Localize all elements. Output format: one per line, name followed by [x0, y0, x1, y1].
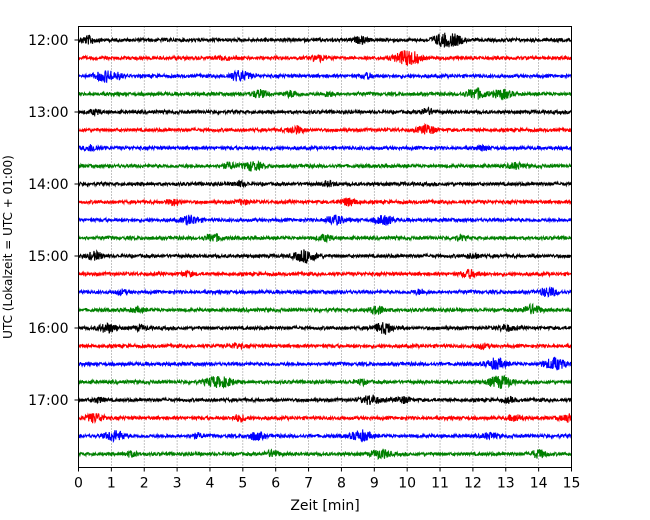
seismic-trace — [78, 322, 573, 335]
seismic-trace — [77, 374, 573, 389]
seismic-trace — [77, 197, 572, 207]
x-axis: 0 1 2 3 4 5 6 7 8 9 10 11 12 13 14 15 — [74, 467, 581, 492]
seismic-trace — [77, 32, 573, 48]
seismic-trace — [77, 50, 573, 66]
seismic-trace — [78, 342, 572, 351]
x-tick-label: 10 — [398, 476, 416, 492]
x-tick-label: 13 — [497, 476, 515, 492]
y-tick-label: 12:00 — [28, 33, 68, 49]
x-tick-label: 1 — [107, 476, 116, 492]
seismic-trace — [77, 268, 573, 280]
x-tick-label: 9 — [370, 476, 379, 492]
plot-frame — [78, 26, 572, 468]
x-tick-label: 15 — [563, 476, 581, 492]
seismic-trace — [78, 356, 572, 371]
y-tick-label: 16:00 — [28, 321, 68, 337]
x-tick-label: 2 — [140, 476, 149, 492]
seismic-trace — [77, 448, 573, 461]
x-tick-label: 3 — [173, 476, 182, 492]
seismic-trace — [77, 285, 573, 298]
seismic-trace — [77, 159, 573, 172]
y-tick-label: 15:00 — [28, 249, 68, 265]
seismic-trace — [77, 214, 573, 227]
seismic-trace — [78, 302, 573, 315]
seismic-trace — [78, 249, 573, 265]
seismic-trace — [78, 429, 573, 444]
x-tick-label: 7 — [304, 476, 313, 492]
y-tick-label: 17:00 — [28, 393, 68, 409]
y-tick-label: 14:00 — [28, 177, 68, 193]
seismic-trace — [78, 106, 572, 118]
seismic-trace — [77, 233, 573, 244]
y-tick-label: 13:00 — [28, 105, 68, 121]
seismic-trace — [78, 87, 573, 101]
x-tick-label: 5 — [238, 476, 247, 492]
x-tick-label: 0 — [74, 476, 83, 492]
y-axis: 12:00 13:00 14:00 15:00 16:00 17:00 — [28, 33, 79, 409]
x-tick-label: 8 — [337, 476, 346, 492]
seismic-trace — [77, 143, 573, 153]
seismic-trace — [77, 69, 573, 84]
seismic-trace — [78, 179, 573, 189]
x-tick-label: 4 — [206, 476, 215, 492]
seismic-trace — [77, 122, 573, 135]
x-tick-label: 11 — [431, 476, 449, 492]
y-axis-label: UTC (Lokalzeit = UTC + 01:00) — [1, 155, 15, 339]
x-tick-label: 6 — [271, 476, 280, 492]
x-tick-label: 12 — [464, 476, 482, 492]
seismic-trace — [77, 412, 573, 425]
x-axis-label: Zeit [min] — [290, 498, 359, 514]
x-tick-label: 14 — [530, 476, 548, 492]
seismic-trace — [78, 394, 572, 406]
trace-group — [77, 32, 573, 461]
